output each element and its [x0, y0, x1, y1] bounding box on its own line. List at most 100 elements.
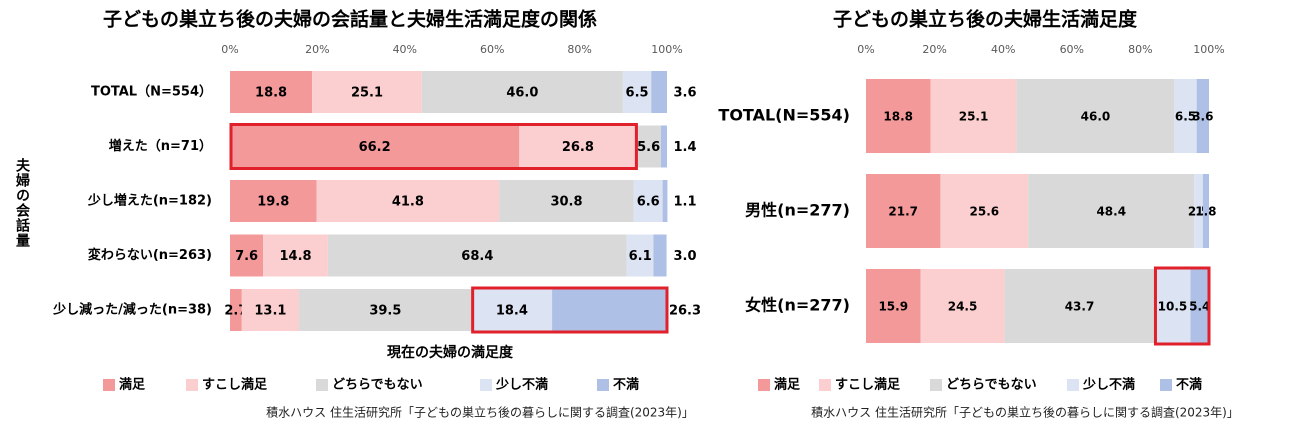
highlight-box [1153, 266, 1211, 346]
bar-segment [662, 180, 668, 222]
x-tick-label: 100% [651, 43, 682, 56]
data-label: 6.5 [626, 86, 649, 101]
highlight-box [229, 123, 638, 170]
y-tick-label: 少し減った/減った(n=38) [52, 302, 212, 318]
data-label: 66.2 [359, 140, 391, 155]
bar-segment [230, 180, 317, 222]
legend-label: どちらでもない [946, 378, 1037, 393]
x-tick-label: 80% [1128, 43, 1152, 56]
data-label: 6.5 [1175, 110, 1196, 124]
data-label: 25.1 [351, 86, 383, 101]
legend-marker [480, 379, 492, 391]
bar-segment [327, 234, 627, 277]
bar-segment [1004, 269, 1155, 343]
legend-marker [758, 379, 770, 391]
data-label: 18.4 [496, 304, 528, 319]
x-tick-label: 20% [922, 43, 946, 56]
bar-segment [1202, 174, 1209, 248]
y-tick-label: 少し増えた(n=182) [87, 193, 212, 209]
data-label: 10.5 [1158, 300, 1188, 314]
highlight-box [471, 286, 669, 334]
x-tick-label: 60% [480, 43, 504, 56]
data-label: 39.5 [369, 304, 401, 319]
legend-label: 満足 [119, 377, 146, 393]
legend-marker [930, 379, 942, 391]
legend-marker [1160, 379, 1172, 391]
bar-segment [920, 269, 1005, 343]
bar-segment [1196, 79, 1209, 153]
bar-segment [263, 234, 328, 277]
y-tick-label: 増えた（n=71） [109, 138, 212, 154]
legend-label: 少し不満 [1082, 377, 1135, 393]
bar-segment [241, 289, 300, 331]
data-label: 18.8 [255, 86, 287, 101]
bar-segment [499, 180, 634, 222]
bar-segment [653, 234, 667, 277]
legend-label: すこし満足 [202, 377, 268, 393]
data-label: 3.6 [1192, 110, 1213, 124]
bar-segment [622, 71, 652, 113]
bar-segment [552, 289, 667, 331]
x-axis-label: 現在の夫婦の満足度 [387, 344, 514, 361]
bar-segment [636, 125, 661, 168]
data-label: 46.0 [506, 86, 538, 101]
legend-label: 不満 [613, 377, 639, 393]
data-label: 19.8 [257, 195, 289, 210]
legend-marker [1067, 379, 1079, 391]
x-tick-label: 40% [393, 43, 417, 56]
data-label: 25.6 [970, 205, 1000, 219]
bar-segment [230, 234, 264, 277]
bar-segment [316, 180, 500, 222]
data-label: 43.7 [1065, 300, 1095, 314]
bar-segment [660, 125, 667, 168]
bar-segment [1190, 269, 1209, 343]
y-tick-label: TOTAL（N=554） [91, 84, 212, 100]
bar-segment [1194, 174, 1203, 248]
data-label: 14.8 [280, 249, 312, 264]
y-tick-label: 変わらない(n=263) [88, 247, 212, 263]
bar-segment [230, 71, 313, 113]
legend-marker [819, 379, 831, 391]
x-tick-label: 60% [1060, 43, 1084, 56]
x-tick-label: 0% [221, 43, 238, 56]
y-tick-label: 女性(n=277) [745, 296, 850, 315]
bar-segment [1028, 174, 1195, 248]
bar-segment [1154, 269, 1191, 343]
bar-segment [633, 180, 663, 222]
x-tick-label: 100% [1193, 43, 1224, 56]
x-tick-label: 20% [305, 43, 329, 56]
bar-segment [421, 71, 623, 113]
chart-title: 子どもの巣立ち後の夫婦生活満足度 [833, 8, 1138, 31]
data-label: 15.9 [878, 300, 908, 314]
data-label: 6.1 [629, 249, 652, 264]
legend-marker [316, 379, 328, 391]
bar-segment [1016, 79, 1175, 153]
legend-label: 少し不満 [495, 377, 548, 393]
data-label: 2.7 [224, 304, 247, 319]
data-label: 1.4 [673, 140, 696, 155]
data-label: 21.7 [888, 205, 918, 219]
source-note: 積水ハウス 住生活研究所「子どもの巣立ち後の暮らしに関する調査(2023年)」 [811, 405, 1239, 420]
data-label: 1.1 [673, 195, 696, 210]
bar-segment [230, 289, 242, 331]
bar-segment [312, 71, 422, 113]
data-label: 5.6 [637, 140, 660, 155]
data-label: 1.8 [1195, 205, 1216, 219]
y-tick-label: TOTAL(N=554) [718, 106, 850, 125]
data-label: 24.5 [948, 300, 978, 314]
data-label: 3.6 [673, 86, 696, 101]
bar-segment [930, 79, 1017, 153]
x-tick-label: 40% [991, 43, 1015, 56]
data-label: 48.4 [1096, 205, 1126, 219]
data-label: 26.3 [669, 304, 701, 319]
data-label: 41.8 [392, 195, 424, 210]
x-tick-label: 80% [567, 43, 591, 56]
data-label: 13.1 [254, 304, 286, 319]
source-note: 積水ハウス 住生活研究所「子どもの巣立ち後の暮らしに関する調査(2023年)」 [266, 405, 694, 420]
legend-marker [597, 379, 609, 391]
bar-segment [866, 174, 941, 248]
x-tick-label: 0% [857, 43, 874, 56]
data-label: 46.0 [1081, 110, 1111, 124]
